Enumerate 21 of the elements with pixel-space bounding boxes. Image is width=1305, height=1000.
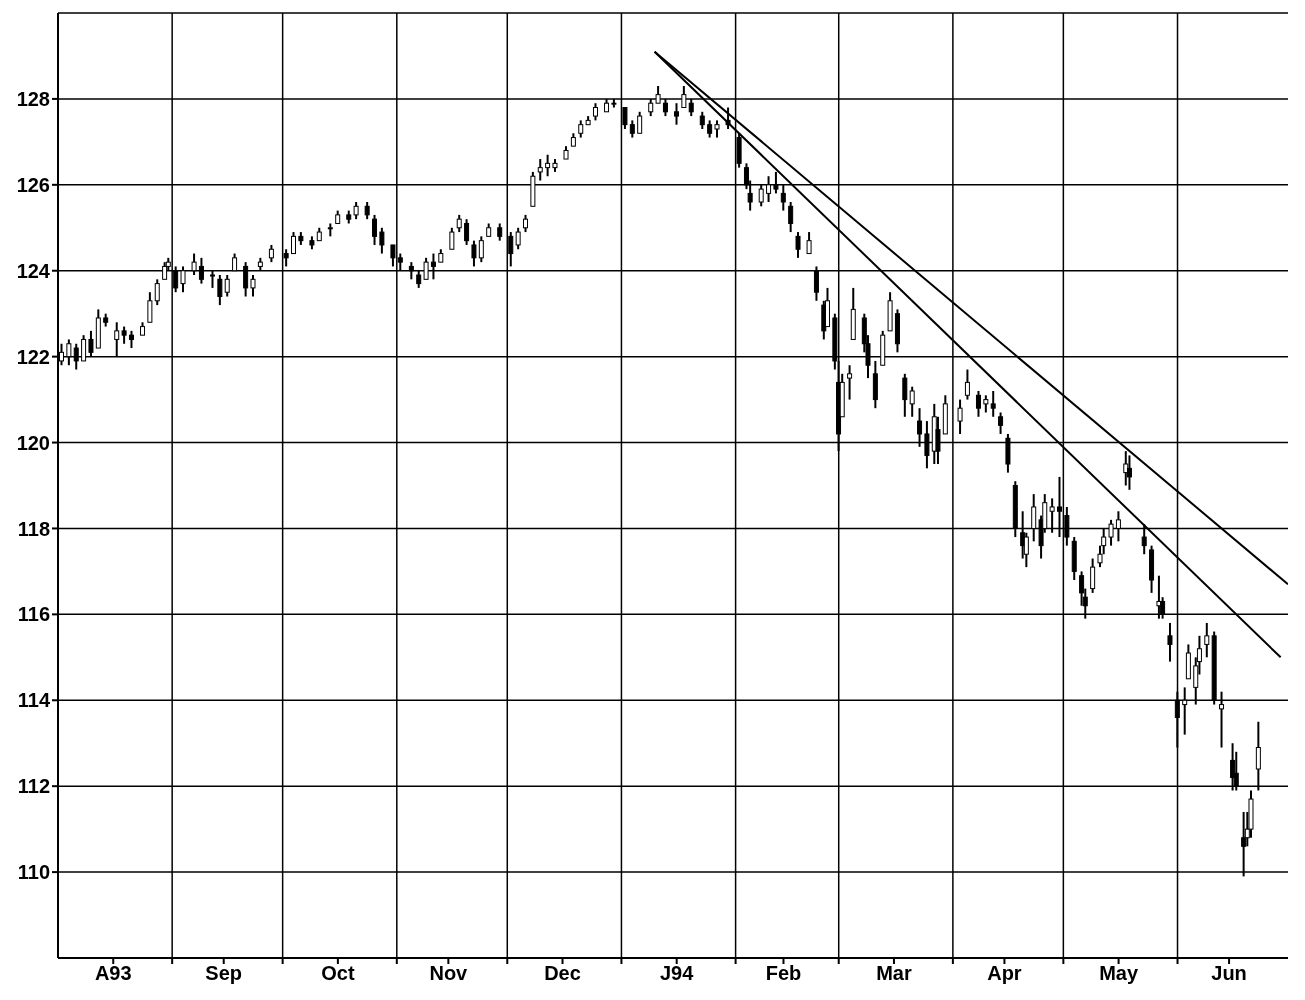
y-tick-label: 122 (16, 345, 50, 368)
y-tick-label: 126 (16, 173, 50, 196)
x-tick-label: Mar (876, 962, 912, 985)
y-tick-label: 124 (16, 259, 51, 282)
x-tick-label: Dec (544, 962, 581, 985)
y-tick-label: 114 (17, 689, 51, 712)
x-tick-label: Oct (321, 962, 355, 985)
x-tick-label: J94 (660, 962, 695, 985)
y-tick-label: 112 (17, 775, 50, 798)
y-tick-label: 120 (16, 431, 50, 454)
x-tick-label: Jun (1211, 962, 1247, 985)
y-tick-label: 128 (16, 88, 50, 111)
y-tick-label: 110 (17, 861, 50, 884)
x-tick-label: Feb (765, 962, 802, 985)
x-tick-label: Sep (205, 962, 243, 985)
x-tick-label: A93 (94, 962, 132, 985)
x-tick-label: Apr (987, 962, 1022, 985)
x-tick-label: May (1099, 962, 1139, 985)
y-tick-label: 116 (17, 603, 50, 626)
x-tick-label: Nov (429, 962, 469, 985)
y-tick-label: 118 (17, 517, 50, 540)
